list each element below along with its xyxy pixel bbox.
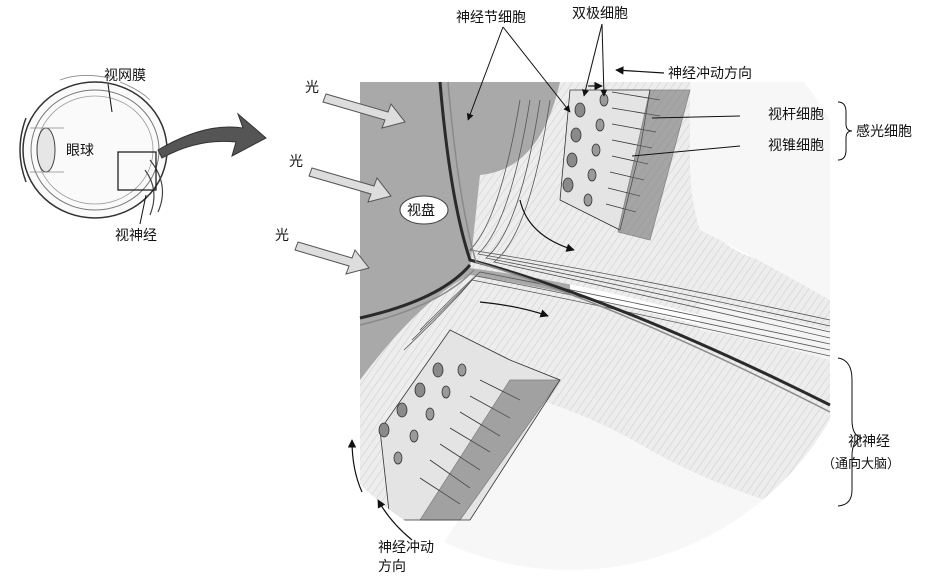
optic-nerve-box: [117, 151, 157, 191]
rod-label: 视杆细胞: [768, 107, 824, 123]
light-label-1: 光: [305, 80, 319, 96]
impulse-direction-top-label: 神经冲动方向: [668, 66, 752, 82]
impulse-top-arrow-icon: [615, 66, 665, 75]
optic-nerve-brain-sub-label: （通向大脑）: [822, 456, 900, 472]
optic-nerve-bracket: [837, 357, 863, 507]
bipolar-label: 双极细胞: [572, 6, 628, 22]
optic-disc-marker: [399, 195, 449, 225]
signal-flow-arrows: [479, 81, 603, 318]
optic-disc-label: 视盘: [407, 202, 435, 219]
eyeball-label: 眼球: [66, 143, 94, 159]
photoreceptor-label: 感光细胞: [856, 123, 912, 140]
impulse-direction-bottom-label-1: 神经冲动: [378, 540, 434, 556]
optic-nerve-small-label: 视神经: [115, 228, 157, 244]
retina-leader-line: [107, 83, 113, 113]
optic-nerve-leader-line: [139, 194, 147, 225]
upper-cell-layer: [559, 89, 691, 241]
impulse-bottom-arrows-icon: [347, 439, 413, 541]
retina-label: 视网膜: [104, 68, 146, 84]
impulse-direction-bottom-label-2: 方向: [378, 559, 406, 575]
lower-cell-layer: [378, 329, 561, 521]
light-arrows: [294, 93, 406, 275]
cell-leader-lines: [466, 23, 741, 157]
eyeball-diagram: [19, 75, 168, 219]
cone-label: 视锥细胞: [768, 138, 824, 154]
ganglion-label: 神经节细胞: [456, 10, 526, 26]
retina-magnified: [359, 81, 831, 570]
photoreceptor-bracket: [837, 101, 853, 161]
light-label-2: 光: [289, 154, 303, 170]
zoom-arrow-icon: [157, 112, 267, 159]
light-label-3: 光: [275, 228, 289, 244]
optic-nerve-brain-label: 视神经: [848, 434, 890, 450]
